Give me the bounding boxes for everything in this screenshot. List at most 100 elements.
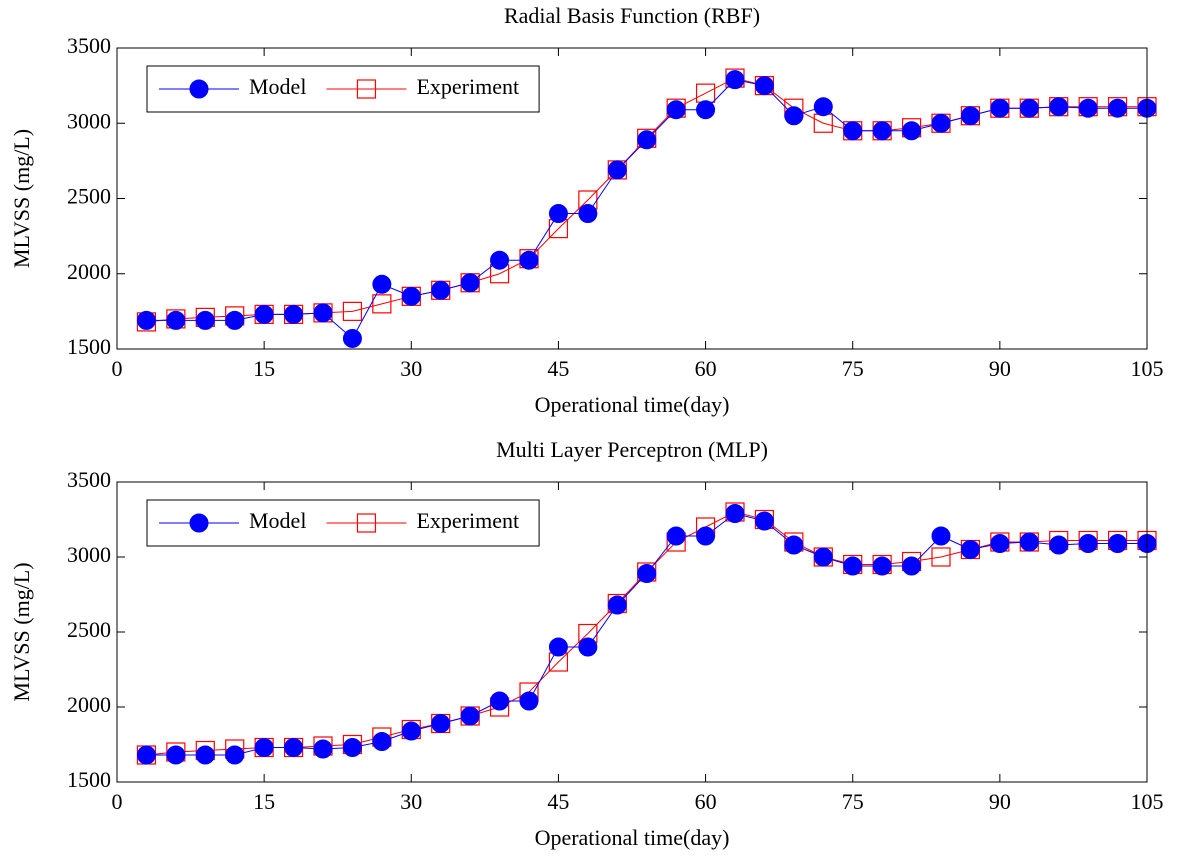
marker	[548, 204, 568, 224]
x-tick-label: 90	[989, 356, 1011, 381]
marker	[313, 303, 333, 323]
marker	[843, 121, 863, 141]
marker	[284, 304, 304, 324]
marker	[460, 706, 480, 726]
marker	[490, 250, 510, 270]
x-tick-label: 15	[253, 356, 275, 381]
marker	[843, 556, 863, 576]
marker	[931, 113, 951, 133]
marker	[960, 106, 980, 126]
marker	[356, 513, 377, 533]
x-axis-label: Operational time(day)	[535, 825, 730, 850]
marker	[872, 556, 892, 576]
x-tick-label: 60	[695, 356, 717, 381]
legend-label: Model	[249, 508, 306, 533]
marker	[1108, 534, 1128, 553]
y-tick-label: 2000	[67, 259, 111, 284]
marker	[754, 76, 774, 96]
plot: Radial Basis Function (RBF) Operational t…	[9, 3, 1163, 417]
marker	[931, 547, 951, 567]
y-tick-label: 2000	[67, 692, 111, 717]
marker	[313, 739, 333, 759]
chart-title: Multi Layer Perceptron (MLP)	[496, 437, 768, 462]
x-axis-label: Operational time(day)	[535, 392, 730, 417]
marker	[189, 79, 209, 99]
marker	[166, 310, 186, 330]
marker	[519, 250, 539, 270]
plot: Multi Layer Perceptron (MLP) Operational …	[9, 437, 1163, 850]
marker	[725, 70, 745, 90]
x-tick-label: 30	[400, 789, 422, 814]
marker	[1078, 534, 1098, 553]
marker	[578, 637, 598, 657]
marker	[637, 564, 657, 583]
marker	[372, 294, 392, 314]
legend-label: Model	[249, 74, 306, 99]
marker	[696, 526, 716, 546]
marker	[1019, 532, 1039, 552]
x-tick-label: 75	[842, 356, 864, 381]
marker	[342, 738, 362, 757]
marker	[813, 97, 833, 117]
marker	[813, 547, 833, 567]
y-axis-label: MLVSS (mg/L)	[9, 129, 34, 268]
marker	[372, 732, 392, 751]
marker	[696, 100, 716, 120]
marker	[284, 738, 304, 757]
x-tick-label: 30	[400, 356, 422, 381]
marker	[1019, 98, 1039, 118]
marker	[784, 535, 804, 555]
marker	[166, 745, 186, 765]
y-axis-label: MLVSS (mg/L)	[9, 562, 34, 701]
marker	[431, 714, 451, 733]
x-tick-label: 60	[695, 789, 717, 814]
legend-label: Experiment	[416, 74, 519, 99]
marker	[372, 274, 392, 294]
marker	[401, 286, 421, 306]
marker	[990, 98, 1010, 118]
x-tick-label: 75	[842, 789, 864, 814]
marker	[902, 556, 922, 576]
marker	[725, 504, 745, 523]
y-tick-label: 1500	[67, 767, 111, 792]
x-tick-label: 0	[112, 789, 123, 814]
marker	[784, 106, 804, 126]
chart-title: Radial Basis Function (RBF)	[504, 3, 760, 28]
x-tick-label: 90	[989, 789, 1011, 814]
marker	[189, 513, 209, 533]
marker	[990, 534, 1010, 553]
marker	[666, 100, 686, 120]
marker	[342, 328, 362, 348]
y-tick-label: 3500	[67, 33, 111, 58]
y-tick-label: 3000	[67, 108, 111, 133]
x-tick-label: 45	[547, 356, 569, 381]
marker	[519, 691, 539, 711]
marker	[607, 595, 627, 615]
marker	[225, 745, 245, 765]
marker	[254, 304, 274, 324]
x-tick-label: 15	[253, 789, 275, 814]
marker	[1049, 535, 1069, 555]
marker	[136, 745, 156, 765]
marker	[356, 79, 377, 99]
marker	[578, 204, 598, 224]
marker	[548, 637, 568, 657]
marker	[607, 160, 627, 180]
marker	[637, 130, 657, 150]
marker	[195, 745, 215, 765]
x-tick-label: 45	[547, 789, 569, 814]
marker	[1049, 97, 1069, 117]
marker	[754, 511, 774, 531]
marker	[1078, 98, 1098, 118]
y-tick-label: 3500	[67, 467, 111, 492]
series-line	[146, 79, 1147, 340]
marker	[195, 310, 215, 330]
marker	[666, 526, 686, 546]
marker	[460, 273, 480, 293]
marker	[960, 540, 980, 559]
marker	[225, 310, 245, 330]
plot-frame	[116, 47, 1148, 350]
marker	[490, 691, 510, 711]
marker	[342, 301, 363, 321]
